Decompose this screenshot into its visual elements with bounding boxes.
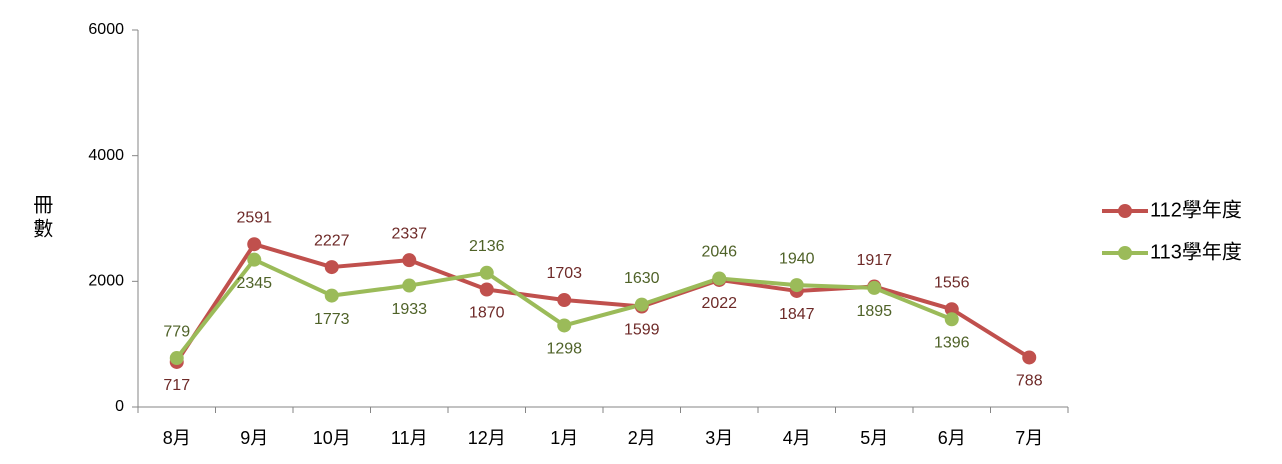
series-line	[175, 242, 1031, 364]
marker	[247, 252, 262, 267]
data-label: 1870	[469, 305, 505, 322]
data-label: 1847	[779, 306, 815, 323]
x-tick-label: 4月	[783, 428, 811, 448]
marker	[944, 312, 959, 327]
marker	[789, 278, 804, 293]
data-label: 2136	[469, 238, 505, 255]
legend-marker	[1118, 204, 1132, 218]
x-tick-label: 7月	[1015, 428, 1043, 448]
data-label: 2046	[701, 244, 737, 261]
data-label: 1396	[934, 335, 970, 352]
marker	[634, 297, 649, 312]
data-label: 1940	[779, 250, 815, 267]
y-tick-label: 4000	[88, 147, 124, 164]
data-label: 1917	[856, 252, 892, 269]
data-label: 1703	[546, 265, 582, 282]
y-tick-label: 2000	[88, 273, 124, 290]
data-label: 717	[163, 377, 190, 394]
data-label: 1599	[624, 322, 660, 339]
marker	[867, 280, 882, 295]
marker	[712, 271, 727, 286]
x-tick-label: 9月	[240, 428, 268, 448]
marker	[169, 351, 184, 366]
data-label: 1773	[314, 311, 350, 328]
x-tick-label: 10月	[313, 428, 351, 448]
x-tick-label: 12月	[468, 428, 506, 448]
marker	[557, 292, 572, 307]
legend-marker	[1118, 246, 1132, 260]
marker	[247, 237, 262, 252]
x-tick-label: 3月	[705, 428, 733, 448]
marker	[479, 282, 494, 297]
data-label: 1895	[856, 303, 892, 320]
marker	[479, 265, 494, 280]
marker	[944, 302, 959, 317]
data-label: 2022	[701, 295, 737, 312]
marker	[1022, 350, 1037, 365]
marker	[557, 318, 572, 333]
y-axis-label: 冊數	[30, 194, 53, 242]
legend-label: 112學年度	[1150, 198, 1242, 221]
x-tick-label: 6月	[938, 428, 966, 448]
y-tick-label: 0	[115, 398, 124, 415]
y-tick-label: 6000	[88, 21, 124, 38]
legend-label: 113學年度	[1150, 240, 1242, 263]
data-label: 2591	[236, 209, 272, 226]
data-label: 779	[163, 323, 190, 340]
data-label: 2227	[314, 232, 350, 249]
x-tick-label: 1月	[550, 428, 578, 448]
data-label: 1556	[934, 274, 970, 291]
data-label: 1630	[624, 270, 660, 287]
data-label: 1298	[546, 341, 582, 358]
x-tick-label: 11月	[391, 428, 428, 448]
marker	[402, 253, 417, 268]
marker	[324, 260, 339, 275]
x-tick-label: 5月	[860, 428, 888, 448]
data-label: 2345	[236, 275, 272, 292]
data-label: 1933	[391, 301, 427, 318]
x-tick-label: 8月	[163, 428, 191, 448]
marker	[324, 288, 339, 303]
x-tick-label: 2月	[628, 428, 656, 448]
data-label: 788	[1016, 373, 1043, 390]
marker	[402, 278, 417, 293]
data-label: 2337	[391, 225, 427, 242]
